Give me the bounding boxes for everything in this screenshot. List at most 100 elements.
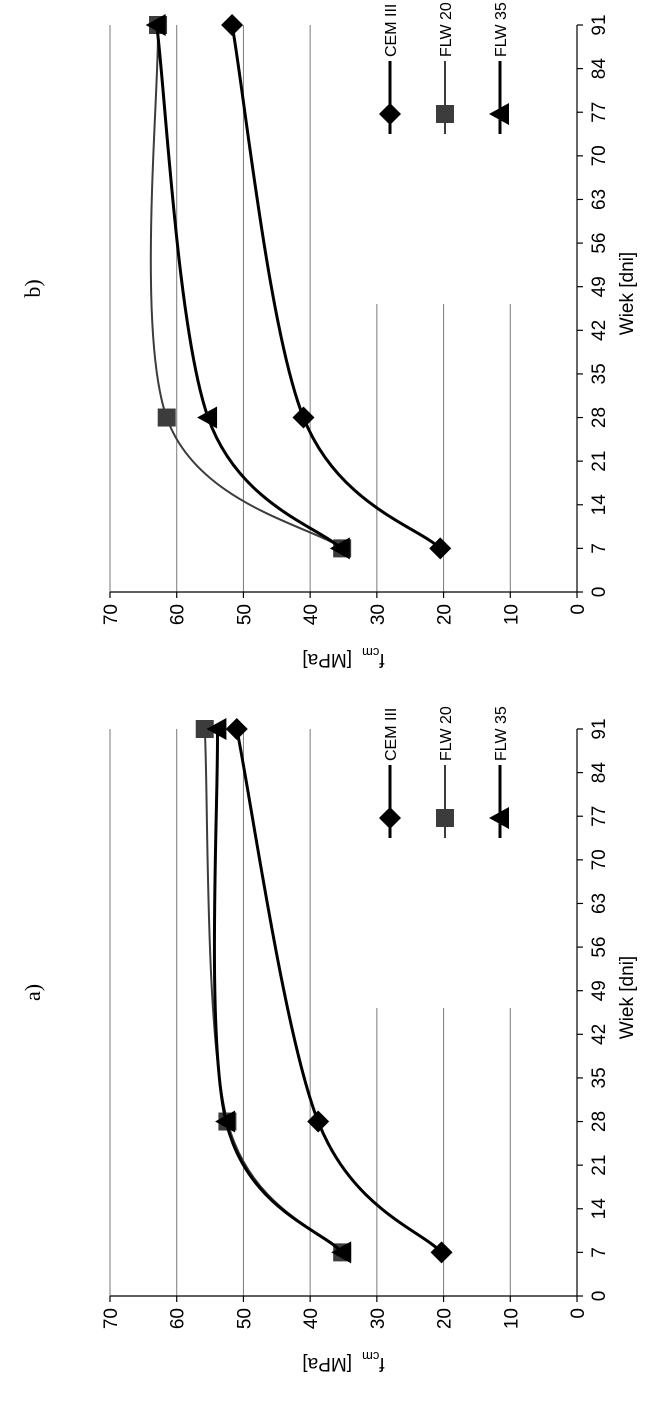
y-tick-label: 50: [234, 1308, 255, 1329]
x-tick-label: 63: [589, 893, 610, 914]
x-tick-label: 77: [589, 102, 610, 123]
legend-label: CEM III S: [383, 0, 400, 57]
series-line: [149, 24, 343, 550]
data-point: [197, 406, 218, 429]
x-tick-label: 42: [589, 1024, 610, 1045]
y-axis-label: fcm [MPa]: [302, 1349, 384, 1374]
x-tick-label: 70: [589, 849, 610, 870]
x-tick-label: 42: [589, 320, 610, 341]
y-tick-label: 70: [101, 604, 122, 625]
y-axis-label-symbol: f: [379, 649, 385, 670]
data-point: [221, 14, 244, 36]
legend-label: FLW 20 S: [438, 0, 455, 57]
legend-marker: [489, 103, 509, 125]
x-tick-label: 91: [589, 718, 610, 739]
y-axis-label-subscript: cm: [362, 1349, 379, 1364]
series-2: [206, 718, 352, 1264]
y-axis-label-unit: [MPa]: [302, 1353, 352, 1374]
panel-label: a): [20, 984, 45, 1001]
data-point: [307, 1110, 330, 1133]
y-tick-label: 20: [435, 604, 456, 625]
x-tick-label: 21: [589, 451, 610, 472]
x-tick-label: 14: [589, 1198, 610, 1220]
x-tick-label: 84: [589, 58, 610, 80]
data-point: [292, 406, 315, 429]
x-tick-label: 56: [589, 233, 610, 254]
y-tick-label: 70: [101, 1308, 122, 1329]
legend: CEM III S FLW 20 S FLW 35 S: [379, 0, 510, 134]
x-axis-label: Wiek [dni]: [617, 252, 638, 335]
y-axis-label-unit: [MPa]: [302, 649, 352, 670]
y-tick-label: 20: [435, 1308, 456, 1329]
data-point: [331, 1241, 352, 1264]
y-tick-label: 40: [301, 1308, 322, 1329]
x-axis-label: Wiek [dni]: [617, 956, 638, 1039]
y-tick-label: 40: [301, 604, 322, 625]
series-line: [230, 24, 442, 550]
x-tick-label: 28: [589, 407, 610, 428]
x-tick-label: 84: [589, 762, 610, 784]
data-point: [157, 408, 176, 427]
chart-panel-a: a) 0 10 20 30 40 50 60 70 0 7 14 21 28 35 42 49 56 63 70 77 8…: [0, 686, 653, 1408]
series-1: [149, 16, 352, 558]
legend-marker: [489, 807, 509, 829]
y-tick-label: 0: [568, 1308, 589, 1319]
legend-marker: [379, 103, 401, 125]
legend-marker: [436, 809, 454, 827]
data-point: [145, 14, 166, 36]
legend: CEM III W FLW 20 W FLW 35 W: [379, 686, 510, 838]
data-point: [206, 718, 227, 740]
x-tick-label: 14: [589, 494, 610, 516]
x-tick-label: 35: [589, 1067, 610, 1088]
x-tick-label: 63: [589, 189, 610, 210]
series-0: [225, 718, 453, 1264]
y-axis-label-symbol: f: [379, 1353, 385, 1374]
x-tick-label: 91: [589, 14, 610, 35]
x-tick-label: 7: [589, 543, 610, 554]
series-line: [212, 728, 344, 1254]
x-tick-label: 28: [589, 1111, 610, 1132]
series-0: [221, 14, 452, 560]
y-tick-label: 10: [501, 604, 522, 625]
y-axis-label-subscript: cm: [362, 645, 379, 660]
data-point: [329, 537, 350, 560]
data-point: [195, 720, 214, 738]
y-axis-label: fcm [MPa]: [302, 645, 384, 670]
data-point: [225, 718, 248, 740]
x-tick-label: 77: [589, 806, 610, 827]
data-point: [215, 1110, 236, 1133]
y-tick-label: 10: [501, 1308, 522, 1329]
series-line: [155, 24, 342, 550]
x-tick-label: 35: [589, 363, 610, 384]
x-tick-label: 0: [589, 587, 610, 598]
panel-label: b): [20, 279, 45, 297]
chart-svg: a) 0 10 20 30 40 50 60 70 0 7 14 21 28 35 42 49 56 63 70 77 8…: [20, 686, 638, 1374]
y-tick-label: 50: [234, 604, 255, 625]
x-tick-label: 0: [589, 1291, 610, 1302]
legend-label: FLW 35 W: [493, 704, 510, 761]
chart-svg: b) 0 10 20 30 40 50 60 70 0 7 14 21 28 35 42 49 56 63 70 77 8…: [20, 0, 638, 670]
x-tick-label: 49: [589, 980, 610, 1001]
x-tick-label: 7: [589, 1247, 610, 1258]
y-tick-label: 60: [168, 604, 189, 625]
series-1: [195, 720, 352, 1262]
series-line: [203, 728, 343, 1254]
legend-label: FLW 20 W: [438, 704, 455, 761]
series-line: [235, 728, 443, 1254]
x-tick-label: 49: [589, 276, 610, 297]
x-tick-label: 70: [589, 145, 610, 166]
legend-label: FLW 35 S: [493, 0, 510, 57]
y-tick-label: 60: [168, 1308, 189, 1329]
legend-marker: [436, 105, 454, 123]
legend-marker: [379, 807, 401, 829]
chart-panel-b: b) 0 10 20 30 40 50 60 70 0 7 14 21 28 35 42 49 56 63 70 77 8…: [20, 0, 638, 670]
x-tick-label: 56: [589, 937, 610, 958]
series-2: [145, 14, 350, 560]
y-tick-label: 0: [568, 604, 589, 615]
y-tick-label: 30: [368, 1308, 389, 1329]
y-tick-label: 30: [368, 604, 389, 625]
legend-label: CEM III W: [383, 704, 400, 761]
x-tick-label: 21: [589, 1155, 610, 1176]
